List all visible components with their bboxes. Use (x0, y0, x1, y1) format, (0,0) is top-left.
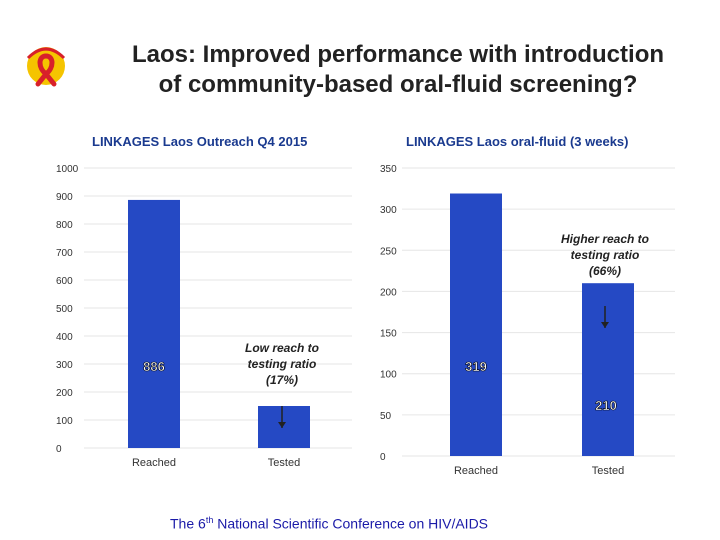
y-tick-label: 100 (380, 370, 397, 381)
chart-oral-fluid-svg: LINKAGES Laos oral-fluid (3 weeks) 0 50 100… (380, 134, 675, 477)
y-tick-label: 250 (380, 246, 397, 257)
chart-outreach: LINKAGES Laos Outreach Q4 2015 0 100 200 300… (52, 128, 357, 476)
annotation-text: testing ratio (248, 357, 317, 371)
data-label: 210 (595, 398, 617, 413)
title-line-1: Laos: Improved performance with introduc… (131, 41, 665, 68)
slide-title: Laos: Improved performance with introduc… (78, 40, 718, 100)
logo (20, 38, 72, 90)
footer-text-post: National Scientific Conference on HIV/AI… (213, 515, 489, 532)
footer: The 6th National Scientific Conference o… (170, 515, 488, 532)
y-tick-label: 300 (380, 205, 397, 216)
annotation-text: (66%) (589, 264, 621, 278)
y-tick-label: 0 (56, 444, 62, 455)
bar-reached (128, 199, 180, 448)
y-tick-label: 50 (380, 411, 392, 422)
y-tick-label: 800 (56, 220, 73, 231)
chart-outreach-svg: LINKAGES Laos Outreach Q4 2015 0 100 200 300… (56, 134, 352, 469)
y-tick-label: 900 (56, 192, 73, 203)
x-tick-label: Tested (592, 465, 624, 477)
x-tick-label: Reached (132, 457, 176, 469)
annotation-text: (17%) (266, 373, 298, 387)
y-tick-label: 150 (380, 329, 397, 340)
y-tick-label: 1000 (56, 164, 79, 175)
annotation-text: Higher reach to (561, 232, 649, 246)
y-tick-label: 100 (56, 416, 73, 427)
y-tick-label: 700 (56, 248, 73, 259)
red-ribbon-icon (26, 47, 66, 87)
data-label: 319 (465, 359, 487, 374)
y-tick-label: 500 (56, 304, 73, 315)
title-line-2: of community-based oral-fluid screening? (158, 71, 638, 98)
y-tick-label: 200 (380, 287, 397, 298)
y-tick-label: 400 (56, 332, 73, 343)
y-tick-label: 0 (380, 452, 386, 463)
arrow-head (601, 322, 609, 328)
bar-tested (258, 406, 310, 448)
chart-title: LINKAGES Laos oral-fluid (3 weeks) (406, 134, 629, 149)
y-tick-label: 350 (380, 164, 397, 175)
annotation-text: testing ratio (571, 248, 640, 262)
x-tick-label: Reached (454, 465, 498, 477)
y-tick-label: 300 (56, 360, 73, 371)
footer-sup: th (205, 515, 214, 525)
annotation-text: Low reach to (245, 341, 319, 355)
x-tick-label: Tested (268, 457, 300, 469)
bar-tested (582, 283, 634, 456)
y-tick-label: 200 (56, 388, 73, 399)
footer-text-pre: The 6 (170, 515, 206, 532)
y-tick-label: 600 (56, 276, 73, 287)
data-label: 886 (143, 359, 165, 374)
bar-reached (450, 193, 502, 456)
arrow-head (278, 422, 286, 428)
chart-title: LINKAGES Laos Outreach Q4 2015 (92, 134, 307, 149)
chart-oral-fluid: LINKAGES Laos oral-fluid (3 weeks) 0 50 100… (372, 128, 680, 480)
